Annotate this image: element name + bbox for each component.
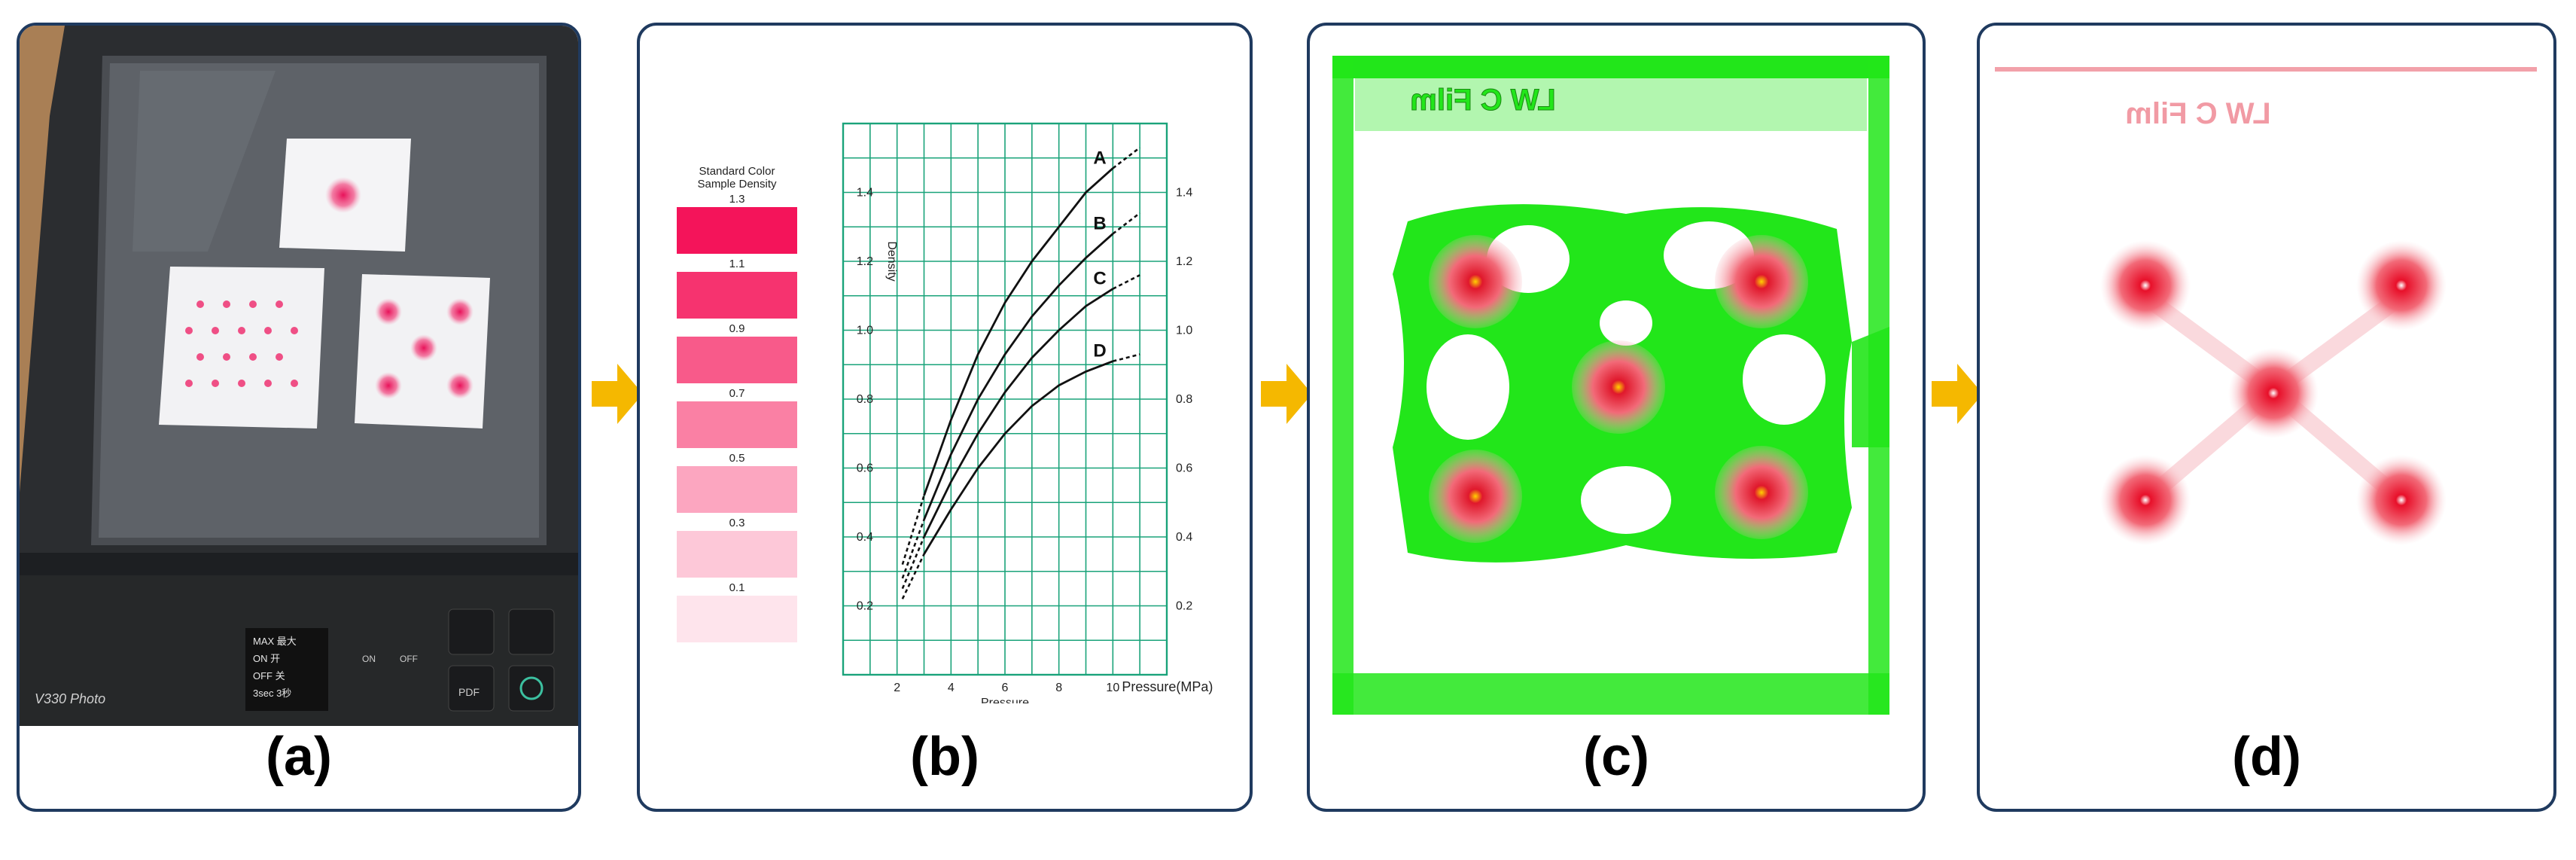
density-swatch	[677, 337, 797, 383]
pressure-spot	[1429, 450, 1522, 543]
plot-frame	[842, 122, 1168, 676]
panel-c: LW C Film (c)	[1307, 23, 1926, 812]
chevron-right-arrow-icon	[1932, 364, 1983, 424]
y-tick-label-right: 1.4	[1176, 187, 1192, 200]
film-label-mirrored: LW C Film	[1410, 84, 1555, 117]
series-line-end-dashed	[1113, 353, 1140, 362]
pressure-spot	[2100, 240, 2191, 331]
density-pressure-chart: 2 4 6 8 10 0.2 0.2 0.4 0.4 0.6 0.6 0.8 0.8 1.0 1.0 1.2 1…	[842, 122, 1213, 703]
y-tick-label: 0.8	[857, 393, 873, 406]
density-scale-title-line1: Standard Color	[699, 165, 775, 178]
x-tick-label: 2	[894, 682, 900, 694]
density-swatch-label: 0.9	[729, 322, 745, 335]
pressure-spot	[1572, 340, 1665, 434]
x-tick-label: 8	[1055, 682, 1062, 694]
caption-c: (c)	[1583, 727, 1649, 787]
series-label: A	[1093, 148, 1106, 168]
density-swatch-label: 1.3	[729, 193, 745, 206]
legend-line-2: ON 开	[253, 653, 280, 664]
caption-d: (d)	[2232, 727, 2301, 787]
series-label: B	[1093, 213, 1106, 233]
y-tick-label: 0.2	[857, 600, 873, 613]
y-tick-label: 1.2	[857, 255, 873, 268]
x-tick-label: 10	[1106, 682, 1119, 694]
caption-a: (a)	[266, 727, 332, 787]
y-tick-label-right: 1.2	[1176, 255, 1192, 268]
series-line-D	[923, 360, 1113, 555]
series-line-start-dashed	[901, 519, 925, 579]
pressure-spot	[1715, 446, 1808, 539]
density-swatch	[677, 207, 797, 254]
density-swatch	[677, 401, 797, 448]
density-swatch-label: 0.5	[729, 452, 745, 465]
caption-b: (b)	[910, 727, 979, 787]
series-line-C	[923, 288, 1114, 538]
series-label: C	[1093, 269, 1106, 289]
density-swatch-label: 1.1	[729, 258, 745, 270]
x-axis-label-right: Pressure(MPa)	[1122, 679, 1213, 694]
y-tick-label: 0.4	[857, 531, 873, 544]
density-swatch	[677, 272, 797, 319]
series-line-end-dashed	[1112, 274, 1140, 290]
series-line-B	[923, 233, 1114, 520]
scanner-buttons: PDF ON OFF	[362, 608, 555, 712]
pressure-spot	[2356, 240, 2447, 331]
pdf-label: PDF	[458, 686, 480, 698]
pressure-spot	[1715, 235, 1808, 328]
pressure-spot	[2228, 348, 2319, 438]
y-axis-label: Density	[885, 241, 898, 281]
processed-film-red: LW C Film	[1980, 26, 2553, 726]
legend-line-4: 3sec 3秒	[253, 688, 291, 699]
series-line-start-dashed	[901, 554, 925, 599]
density-swatch-list: 1.3 1.1 0.9 0.7 0.5 0.3 0.1	[673, 192, 801, 642]
series-line-end-dashed	[1112, 212, 1140, 235]
chevron-right-arrow-icon	[1261, 364, 1312, 424]
x-tick-label: 4	[948, 682, 955, 694]
panel-b: Standard Color Sample Density 1.3 1.1 0.9 0…	[637, 23, 1253, 812]
series-line-start-dashed	[901, 536, 925, 590]
film-sheet-top	[279, 139, 411, 252]
density-swatch	[677, 466, 797, 513]
off-label: OFF	[400, 654, 418, 664]
density-scale: Standard Color Sample Density 1.3 1.1 0.9 0…	[673, 165, 801, 645]
y-tick-label-right: 0.2	[1176, 600, 1192, 613]
film-label-mirrored: LW C Film	[2125, 97, 2270, 130]
series-line-A	[923, 167, 1114, 496]
scanner-photo: MAX 最大 ON 开 OFF 关 3sec 3秒 PDF ON OFF V33…	[20, 26, 578, 726]
scanner-model-label: V330 Photo	[35, 691, 105, 706]
pressure-spot	[1429, 235, 1522, 328]
density-swatch	[677, 596, 797, 642]
density-swatch-label: 0.1	[729, 581, 745, 594]
legend-line-3: OFF 关	[253, 670, 285, 682]
panel-d: LW C Film (d)	[1977, 23, 2556, 812]
film-sheet-right	[355, 274, 490, 428]
series-label: D	[1093, 341, 1106, 361]
y-tick-label: 0.6	[857, 462, 873, 475]
processed-film-green-overlay: LW C Film	[1332, 56, 1889, 715]
legend-line-1: MAX 最大	[253, 636, 297, 647]
on-label: ON	[362, 654, 376, 664]
y-tick-label-right: 1.0	[1176, 325, 1192, 337]
series-line-start-dashed	[901, 495, 925, 565]
density-swatch-label: 0.7	[729, 387, 745, 400]
series-line-end-dashed	[1112, 146, 1140, 169]
panel-a: MAX 最大 ON 开 OFF 关 3sec 3秒 PDF ON OFF V33…	[17, 23, 581, 812]
x-tick-label: 6	[1002, 682, 1009, 694]
y-tick-label-right: 0.6	[1176, 462, 1192, 475]
density-swatch	[677, 531, 797, 578]
pressure-spot	[2100, 455, 2191, 545]
y-tick-label-right: 0.4	[1176, 531, 1192, 544]
x-axis-label: Pressure	[981, 697, 1029, 703]
y-tick-label: 1.0	[857, 325, 873, 337]
chevron-right-arrow-icon	[592, 364, 643, 424]
y-tick-label: 1.4	[857, 187, 873, 200]
density-swatch-label: 0.3	[729, 517, 745, 529]
film-sheet-left	[159, 267, 324, 428]
density-scale-title-line2: Sample Density	[697, 178, 777, 191]
pressure-spot	[2356, 455, 2447, 545]
y-tick-label-right: 0.8	[1176, 393, 1192, 406]
